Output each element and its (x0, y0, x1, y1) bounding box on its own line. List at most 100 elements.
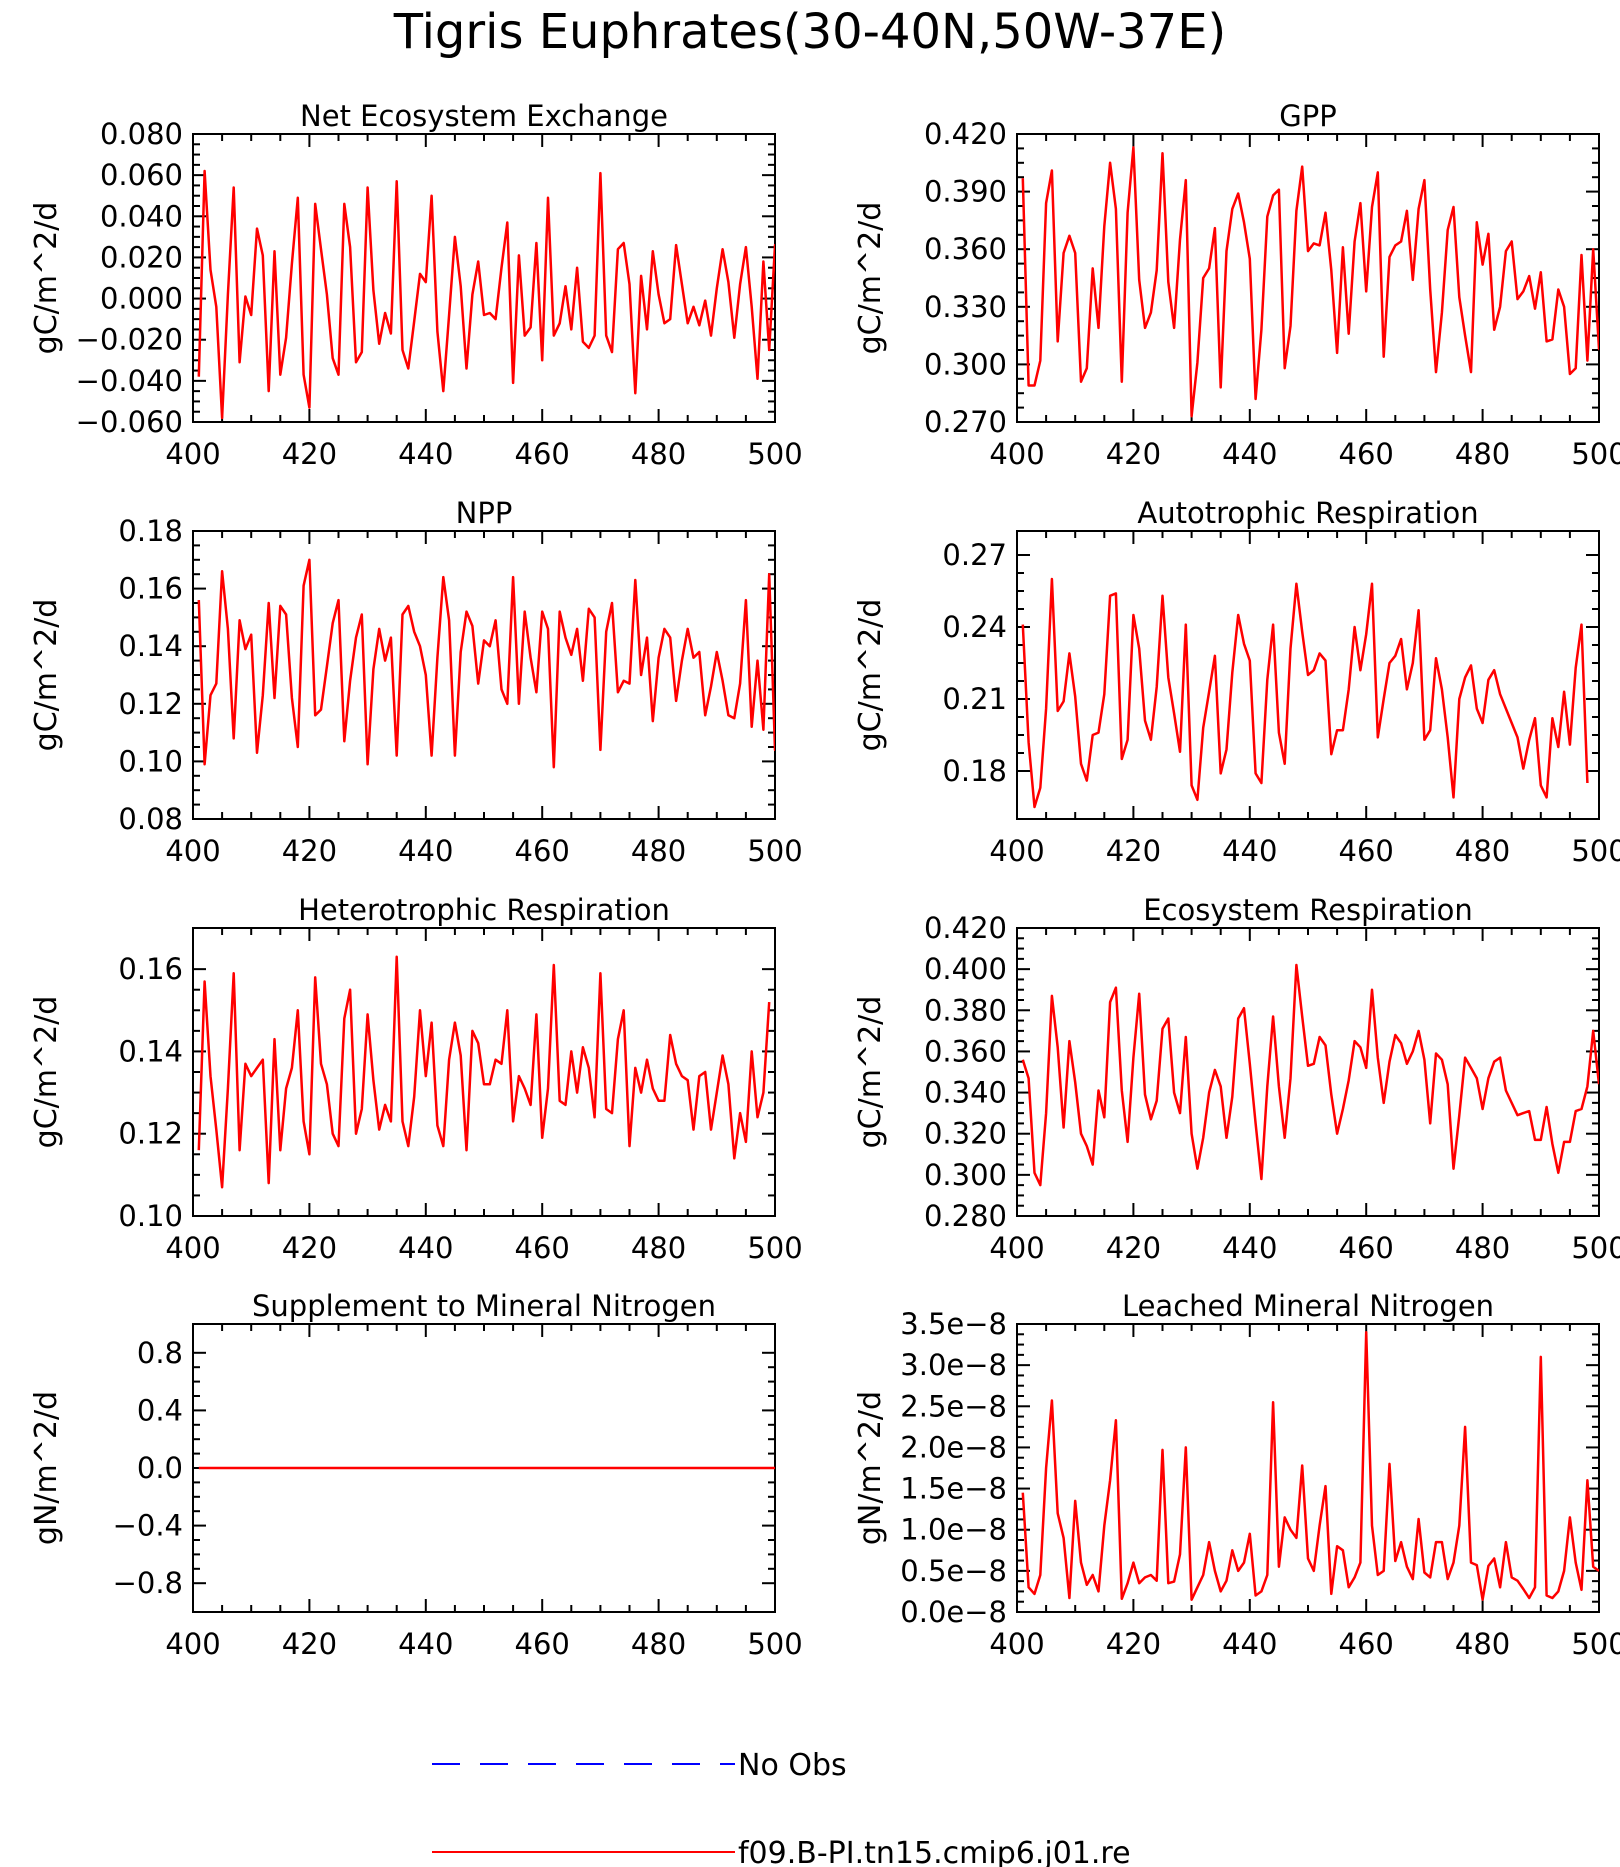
plot-frame (192, 133, 776, 423)
y-tick-label: 0.5e−8 (900, 1554, 1007, 1588)
x-tick-label: 420 (1106, 437, 1161, 471)
y-tick-label: 0.4 (137, 1393, 183, 1427)
panel-title: Leached Mineral Nitrogen (1122, 1289, 1494, 1323)
panel-title: GPP (1279, 99, 1336, 133)
x-tick-label: 420 (282, 1231, 337, 1265)
x-tick-label: 400 (165, 1231, 220, 1265)
panels: Net Ecosystem Exchange gC/m^2/d 400 420 440 4… (29, 99, 1620, 1661)
x-tick-label: 400 (989, 1627, 1044, 1661)
y-tick-label: 0.360 (924, 232, 1007, 266)
panel-3: Autotrophic Respiration gC/m^2/d 400 420 440… (853, 496, 1620, 868)
y-tick-label: 0.280 (924, 1199, 1007, 1233)
y-tick-label: 0.12 (118, 687, 183, 721)
y-tick-label: −0.4 (113, 1509, 183, 1543)
y-tick-label: 0.080 (100, 117, 183, 151)
x-tick-label: 500 (747, 1627, 802, 1661)
y-tick-label: 2.0e−8 (900, 1430, 1007, 1464)
y-tick-label: 0.8 (137, 1336, 183, 1370)
x-tick-label: 500 (1571, 1627, 1620, 1661)
y-tick-label: 0.0e−8 (900, 1595, 1007, 1629)
x-tick-label: 460 (1339, 834, 1394, 868)
x-tick-label: 440 (1222, 1231, 1277, 1265)
x-tick-label: 480 (631, 437, 686, 471)
y-tick-label: 0.000 (100, 282, 183, 316)
panel-2: NPP gC/m^2/d 400 420 440 460 480 500 0.08 0.10 0.1… (29, 496, 803, 868)
x-tick-label: 400 (989, 834, 1044, 868)
panel-7: Leached Mineral Nitrogen gN/m^2/d 400 420 44… (853, 1289, 1620, 1661)
x-tick-label: 500 (1571, 834, 1620, 868)
x-tick-label: 420 (282, 1627, 337, 1661)
x-tick-label: 460 (515, 1627, 570, 1661)
panel-title: NPP (456, 496, 513, 530)
y-tick-label: 0.12 (118, 1117, 183, 1151)
plot-frame (1016, 927, 1600, 1217)
y-tick-label: 0.21 (942, 682, 1007, 716)
x-tick-label: 440 (398, 1231, 453, 1265)
y-tick-label: 0.020 (100, 240, 183, 274)
panel-4: Heterotrophic Respiration gC/m^2/d 400 420 4… (29, 893, 803, 1265)
x-tick-label: 460 (1339, 1627, 1394, 1661)
x-tick-label: 460 (515, 834, 570, 868)
y-axis-label: gC/m^2/d (853, 996, 888, 1149)
x-tick-label: 480 (631, 834, 686, 868)
y-tick-label: 0.16 (118, 952, 183, 986)
y-tick-label: 0.300 (924, 347, 1007, 381)
y-tick-label: 0.08 (118, 802, 183, 836)
legend: No Obs f09.B-PI.tn15.cmip6.j01.re (432, 1748, 1131, 1867)
y-tick-label: 0.420 (924, 911, 1007, 945)
x-tick-label: 480 (631, 1231, 686, 1265)
x-tick-label: 440 (398, 437, 453, 471)
y-axis-label: gC/m^2/d (29, 202, 64, 355)
y-axis-label: gN/m^2/d (853, 1391, 888, 1545)
x-tick-label: 400 (165, 834, 220, 868)
x-tick-label: 500 (747, 1231, 802, 1265)
x-tick-label: 460 (515, 437, 570, 471)
x-tick-label: 460 (1339, 1231, 1394, 1265)
panel-title: Net Ecosystem Exchange (300, 99, 668, 133)
y-tick-label: 1.0e−8 (900, 1513, 1007, 1547)
y-tick-label: 3.5e−8 (900, 1307, 1007, 1341)
plot-frame (192, 927, 776, 1217)
y-tick-label: 0.16 (118, 572, 183, 606)
y-tick-label: 0.360 (924, 1034, 1007, 1068)
series-line (197, 169, 775, 420)
x-tick-label: 500 (747, 437, 802, 471)
series-line (197, 955, 771, 1189)
x-tick-label: 480 (1455, 1231, 1510, 1265)
y-tick-label: 0.14 (118, 629, 183, 663)
panel-0: Net Ecosystem Exchange gC/m^2/d 400 420 440 4… (29, 99, 803, 471)
y-tick-label: 0.320 (924, 1117, 1007, 1151)
y-tick-label: 0.18 (118, 514, 183, 548)
x-tick-label: 420 (282, 834, 337, 868)
x-tick-label: 420 (1106, 1231, 1161, 1265)
x-tick-label: 480 (631, 1627, 686, 1661)
x-tick-label: 500 (1571, 437, 1620, 471)
y-tick-label: 0.340 (924, 1076, 1007, 1110)
y-tick-label: 1.5e−8 (900, 1472, 1007, 1506)
x-tick-label: 420 (282, 437, 337, 471)
y-tick-label: 2.5e−8 (900, 1389, 1007, 1423)
panel-title: Ecosystem Respiration (1143, 893, 1473, 927)
x-tick-label: 500 (747, 834, 802, 868)
plot-frame (192, 530, 776, 820)
x-tick-label: 480 (1455, 834, 1510, 868)
y-axis-label: gN/m^2/d (29, 1391, 64, 1545)
x-tick-label: 400 (165, 437, 220, 471)
panel-1: GPP gC/m^2/d 400 420 440 460 480 500 0.270 0.300 0… (853, 99, 1620, 471)
y-axis-label: gC/m^2/d (853, 599, 888, 752)
y-tick-label: 0.400 (924, 952, 1007, 986)
y-tick-label: 0.270 (924, 405, 1007, 439)
series-line (1021, 577, 1589, 809)
y-tick-label: 0.420 (924, 117, 1007, 151)
plot-frame (1016, 1323, 1600, 1613)
y-tick-label: 0.330 (924, 290, 1007, 324)
x-tick-label: 400 (989, 437, 1044, 471)
x-tick-label: 440 (1222, 1627, 1277, 1661)
y-tick-label: 0.380 (924, 993, 1007, 1027)
x-tick-label: 420 (1106, 834, 1161, 868)
series-line (1021, 963, 1599, 1187)
y-tick-label: 0.18 (942, 754, 1007, 788)
y-tick-label: −0.020 (76, 323, 183, 357)
series-line (1021, 1330, 1599, 1601)
